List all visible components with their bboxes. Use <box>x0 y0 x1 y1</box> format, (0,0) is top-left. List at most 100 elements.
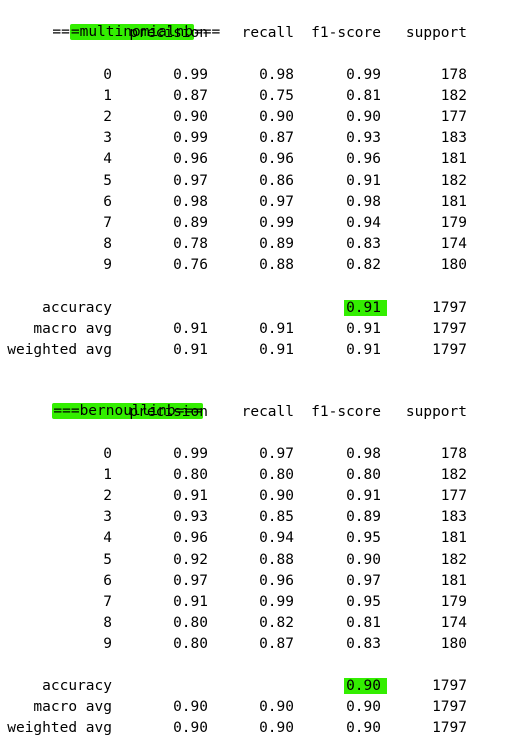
f1-score-value: 0.98 <box>346 446 381 462</box>
summary-row: macro avg 0.91 0.91 0.91 1797 <box>0 319 513 339</box>
row-label: 6 <box>103 572 112 589</box>
f1-score-value: 0.81 <box>346 614 381 631</box>
recall-value: 0.96 <box>259 151 294 168</box>
support-value: 182 <box>440 172 467 189</box>
recall-value: 0.91 <box>259 321 294 338</box>
precision-value: 0.92 <box>173 551 208 568</box>
f1-score-value: 0.96 <box>346 151 381 168</box>
summary-row: weighted avg 0.91 0.91 0.91 1797 <box>0 340 513 360</box>
precision-value: 0.80 <box>173 635 208 652</box>
header-recall: recall <box>241 25 294 41</box>
f1-score-value: 0.97 <box>346 572 381 589</box>
recall-value: 0.90 <box>259 720 294 737</box>
f1-score-value: 0.90 <box>346 551 381 568</box>
support-value: 179 <box>440 593 467 610</box>
support-value: 181 <box>440 193 467 210</box>
f1-score-value: 0.90 <box>346 699 381 716</box>
support-value: 180 <box>440 256 467 273</box>
support-value: 177 <box>440 109 467 126</box>
table-row: 2 0.90 0.90 0.90 177 <box>0 107 513 127</box>
f1-score-value: 0.91 <box>346 172 381 189</box>
recall-value: 0.96 <box>259 572 294 589</box>
accuracy-highlight: 0.91 <box>344 300 387 316</box>
support-value: 183 <box>440 130 467 147</box>
precision-value: 0.97 <box>173 572 208 589</box>
header-support: support <box>405 25 467 41</box>
precision-value: 0.93 <box>173 509 208 526</box>
row-label: 7 <box>103 593 112 610</box>
f1-score-value: 0.81 <box>346 88 381 105</box>
row-label: 1 <box>103 88 112 105</box>
table-row: 8 0.80 0.82 0.81 174 <box>0 613 513 633</box>
precision-value: 0.98 <box>173 193 208 210</box>
support-value: 181 <box>440 151 467 168</box>
report-title: ===bernoullinb=== <box>0 381 203 419</box>
table-row: 0 0.99 0.97 0.98 178 <box>0 444 513 464</box>
table-row: 6 0.97 0.96 0.97 181 <box>0 571 513 591</box>
support-value: 182 <box>440 467 467 484</box>
header-precision: precision <box>129 25 208 41</box>
f1-score-value: 0.93 <box>346 130 381 147</box>
recall-value: 0.87 <box>259 130 294 147</box>
row-label: 8 <box>103 235 112 252</box>
support-value: 181 <box>440 530 467 547</box>
support-value: 180 <box>440 635 467 652</box>
support-value: 1797 <box>432 300 467 316</box>
table-row: 0 0.99 0.98 0.99 178 <box>0 65 513 85</box>
recall-value: 0.86 <box>259 172 294 189</box>
summary-row: accuracy 0.91 1797 <box>0 298 513 318</box>
support-value: 183 <box>440 509 467 526</box>
support-value: 178 <box>440 67 467 83</box>
precision-value: 0.80 <box>173 614 208 631</box>
recall-value: 0.91 <box>259 342 294 359</box>
table-row: 3 0.99 0.87 0.93 183 <box>0 128 513 148</box>
precision-value: 0.91 <box>173 321 208 338</box>
f1-score-value: 0.91 <box>346 321 381 338</box>
support-value: 177 <box>440 488 467 505</box>
header-precision: precision <box>129 404 208 420</box>
f1-score-value: 0.90 <box>346 720 381 737</box>
recall-value: 0.99 <box>259 593 294 610</box>
precision-value: 0.89 <box>173 214 208 231</box>
f1-score-value: 0.89 <box>346 509 381 526</box>
recall-value: 0.88 <box>259 551 294 568</box>
summary-row: accuracy 0.90 1797 <box>0 676 513 696</box>
table-row: 1 0.87 0.75 0.81 182 <box>0 86 513 106</box>
model-name-highlight: ===bernoullinb=== <box>52 403 203 419</box>
precision-value: 0.99 <box>173 67 208 83</box>
accuracy-highlight: 0.90 <box>344 678 387 694</box>
row-label: weighted avg <box>7 342 112 359</box>
row-label: 1 <box>103 467 112 484</box>
precision-value: 0.90 <box>173 109 208 126</box>
header-f1-score: f1-score <box>311 25 381 41</box>
model-name-highlight: =multinomialnb <box>69 24 195 40</box>
f1-score-value: 0.95 <box>346 593 381 610</box>
f1-score-value: 0.83 <box>346 235 381 252</box>
row-label: macro avg <box>33 321 112 338</box>
row-label: accuracy <box>42 300 112 316</box>
support-value: 178 <box>440 446 467 462</box>
support-value: 1797 <box>432 321 467 338</box>
recall-value: 0.88 <box>259 256 294 273</box>
row-label: 0 <box>103 67 112 83</box>
f1-score-value: 0.90 <box>344 676 387 696</box>
summary-row: weighted avg 0.90 0.90 0.90 1797 <box>0 718 513 738</box>
row-label: 5 <box>103 551 112 568</box>
f1-score-value: 0.94 <box>346 214 381 231</box>
row-label: 7 <box>103 214 112 231</box>
recall-value: 0.97 <box>259 446 294 462</box>
f1-score-value: 0.91 <box>346 342 381 359</box>
row-label: 9 <box>103 635 112 652</box>
support-value: 1797 <box>432 678 467 694</box>
precision-value: 0.96 <box>173 151 208 168</box>
row-label: 4 <box>103 151 112 168</box>
header-support: support <box>405 404 467 420</box>
support-value: 1797 <box>432 699 467 716</box>
f1-score-value: 0.91 <box>346 488 381 505</box>
recall-value: 0.98 <box>259 67 294 83</box>
support-value: 174 <box>440 235 467 252</box>
f1-score-value: 0.95 <box>346 530 381 547</box>
f1-score-value: 0.99 <box>346 67 381 83</box>
table-row: 9 0.80 0.87 0.83 180 <box>0 634 513 654</box>
row-label: accuracy <box>42 678 112 694</box>
